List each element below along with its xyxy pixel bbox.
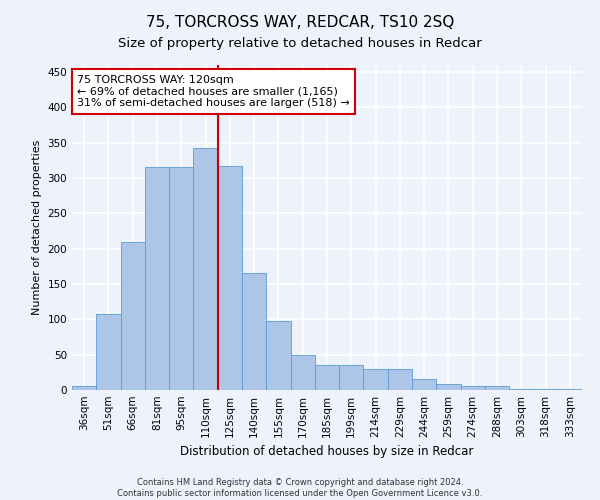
- X-axis label: Distribution of detached houses by size in Redcar: Distribution of detached houses by size …: [181, 446, 473, 458]
- Bar: [485, 386, 509, 390]
- Text: 75 TORCROSS WAY: 120sqm
← 69% of detached houses are smaller (1,165)
31% of semi: 75 TORCROSS WAY: 120sqm ← 69% of detache…: [77, 74, 350, 108]
- Bar: [339, 366, 364, 390]
- Bar: [290, 354, 315, 390]
- Bar: [412, 380, 436, 390]
- Bar: [96, 314, 121, 390]
- Bar: [145, 168, 169, 390]
- Bar: [266, 321, 290, 390]
- Bar: [242, 274, 266, 390]
- Bar: [436, 384, 461, 390]
- Bar: [315, 366, 339, 390]
- Text: 75, TORCROSS WAY, REDCAR, TS10 2SQ: 75, TORCROSS WAY, REDCAR, TS10 2SQ: [146, 15, 454, 30]
- Bar: [509, 388, 533, 390]
- Text: Size of property relative to detached houses in Redcar: Size of property relative to detached ho…: [118, 38, 482, 51]
- Bar: [169, 168, 193, 390]
- Y-axis label: Number of detached properties: Number of detached properties: [32, 140, 42, 315]
- Bar: [72, 386, 96, 390]
- Bar: [218, 166, 242, 390]
- Bar: [121, 242, 145, 390]
- Bar: [388, 369, 412, 390]
- Bar: [193, 148, 218, 390]
- Text: Contains HM Land Registry data © Crown copyright and database right 2024.
Contai: Contains HM Land Registry data © Crown c…: [118, 478, 482, 498]
- Bar: [461, 386, 485, 390]
- Bar: [364, 369, 388, 390]
